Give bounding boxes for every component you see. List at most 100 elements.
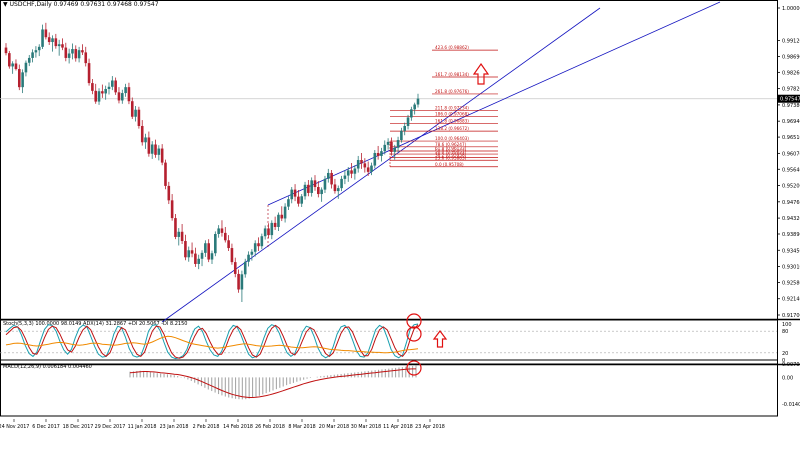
candle-body xyxy=(243,261,247,275)
candle-body xyxy=(273,222,277,227)
candle-body xyxy=(74,49,78,59)
candle-body xyxy=(120,93,124,101)
x-tick-label: 18 Dec 2017 xyxy=(63,424,94,430)
candle-body xyxy=(307,184,310,193)
x-tick-label: 29 Dec 2017 xyxy=(95,424,126,430)
candle-body xyxy=(320,189,323,195)
fib-level-label: 61.8 (0.96133) xyxy=(435,146,467,151)
fib-level-label: 138.2 (0.96672) xyxy=(435,126,469,131)
candle-body xyxy=(4,47,8,54)
price-panel-frame xyxy=(0,0,778,320)
triangle-down-icon[interactable]: ▼ xyxy=(3,1,8,8)
candle-body xyxy=(147,137,151,154)
candle-body xyxy=(94,90,98,102)
candle-body xyxy=(356,160,360,169)
candle-body xyxy=(24,62,28,73)
current-price-label: 0.97547 xyxy=(780,97,800,103)
candle-body xyxy=(346,170,350,176)
stoch-signal-line xyxy=(5,324,419,359)
candle-body xyxy=(27,57,31,63)
candle-body xyxy=(41,29,44,47)
macd-panel-frame xyxy=(0,359,778,417)
candle-body xyxy=(317,187,320,195)
candle-body xyxy=(54,38,58,47)
x-tick-label: 14 Feb 2018 xyxy=(223,424,253,430)
candle-body xyxy=(217,228,220,234)
candle-body xyxy=(270,222,274,236)
candle-body xyxy=(330,172,333,185)
candle-body xyxy=(400,130,403,141)
highlight-circle xyxy=(406,313,422,329)
x-tick-label: 6 Dec 2017 xyxy=(32,424,60,430)
candle-body xyxy=(380,151,383,156)
candle-body xyxy=(170,200,174,219)
candle-body xyxy=(366,167,370,172)
channel-upper-line xyxy=(267,1,721,206)
candle-body xyxy=(104,89,107,94)
candle-body xyxy=(333,184,337,192)
candle-body xyxy=(77,50,81,59)
fib-level-label: 0.0 (0.95708) xyxy=(435,162,464,167)
candle-body xyxy=(117,92,121,101)
candle-body xyxy=(97,91,101,102)
candle-body xyxy=(111,80,114,87)
x-tick-label: 23 Apr 2018 xyxy=(415,424,445,430)
candle-body xyxy=(360,160,363,164)
candle-body xyxy=(130,101,134,117)
candle-body xyxy=(214,233,217,254)
candle-body xyxy=(257,243,260,247)
candle-body xyxy=(167,185,171,201)
candle-body xyxy=(84,52,88,64)
candle-body xyxy=(87,63,91,84)
candle-body xyxy=(336,188,340,192)
candle-body xyxy=(376,152,380,156)
candle-body xyxy=(197,258,201,264)
candle-body xyxy=(267,228,270,236)
macd-legend: MACD(12,26,9) 0.006184 0.004460 xyxy=(3,364,92,370)
candle-body xyxy=(67,53,71,58)
x-tick-label: 2 Feb 2018 xyxy=(193,424,220,430)
candle-body xyxy=(406,117,410,126)
candle-body xyxy=(180,231,184,242)
candle-body xyxy=(8,53,11,67)
candle-body xyxy=(91,83,94,91)
candle-body xyxy=(11,63,14,67)
candle-body xyxy=(194,253,197,264)
candle-body xyxy=(107,86,111,90)
candle-body xyxy=(300,196,304,204)
x-tick-label: 26 Feb 2018 xyxy=(255,424,285,430)
candle-body xyxy=(177,231,181,237)
candle-body xyxy=(140,125,144,143)
candle-body xyxy=(250,251,254,255)
candle-body xyxy=(383,144,387,152)
candle-body xyxy=(137,109,141,126)
candle-body xyxy=(44,29,48,38)
chart-title: ▼ USDCHF,Daily 0.97469 0.97631 0.97468 0.… xyxy=(3,1,159,8)
x-tick-label: 20 Mar 2018 xyxy=(319,424,349,430)
candle-body xyxy=(190,250,194,254)
candle-body xyxy=(403,125,407,131)
candle-body xyxy=(134,109,137,117)
candle-body xyxy=(174,218,177,237)
candle-body xyxy=(101,91,104,94)
candle-body xyxy=(164,162,167,186)
candle-body xyxy=(303,184,307,197)
fib-level-label: 186.0 (0.97068) xyxy=(435,111,469,116)
up-arrow-icon xyxy=(472,62,490,85)
candle-body xyxy=(340,178,343,189)
candle-body xyxy=(280,214,284,219)
candle-body xyxy=(240,274,244,290)
up-arrow-icon xyxy=(432,330,448,348)
adx-line xyxy=(5,335,419,354)
